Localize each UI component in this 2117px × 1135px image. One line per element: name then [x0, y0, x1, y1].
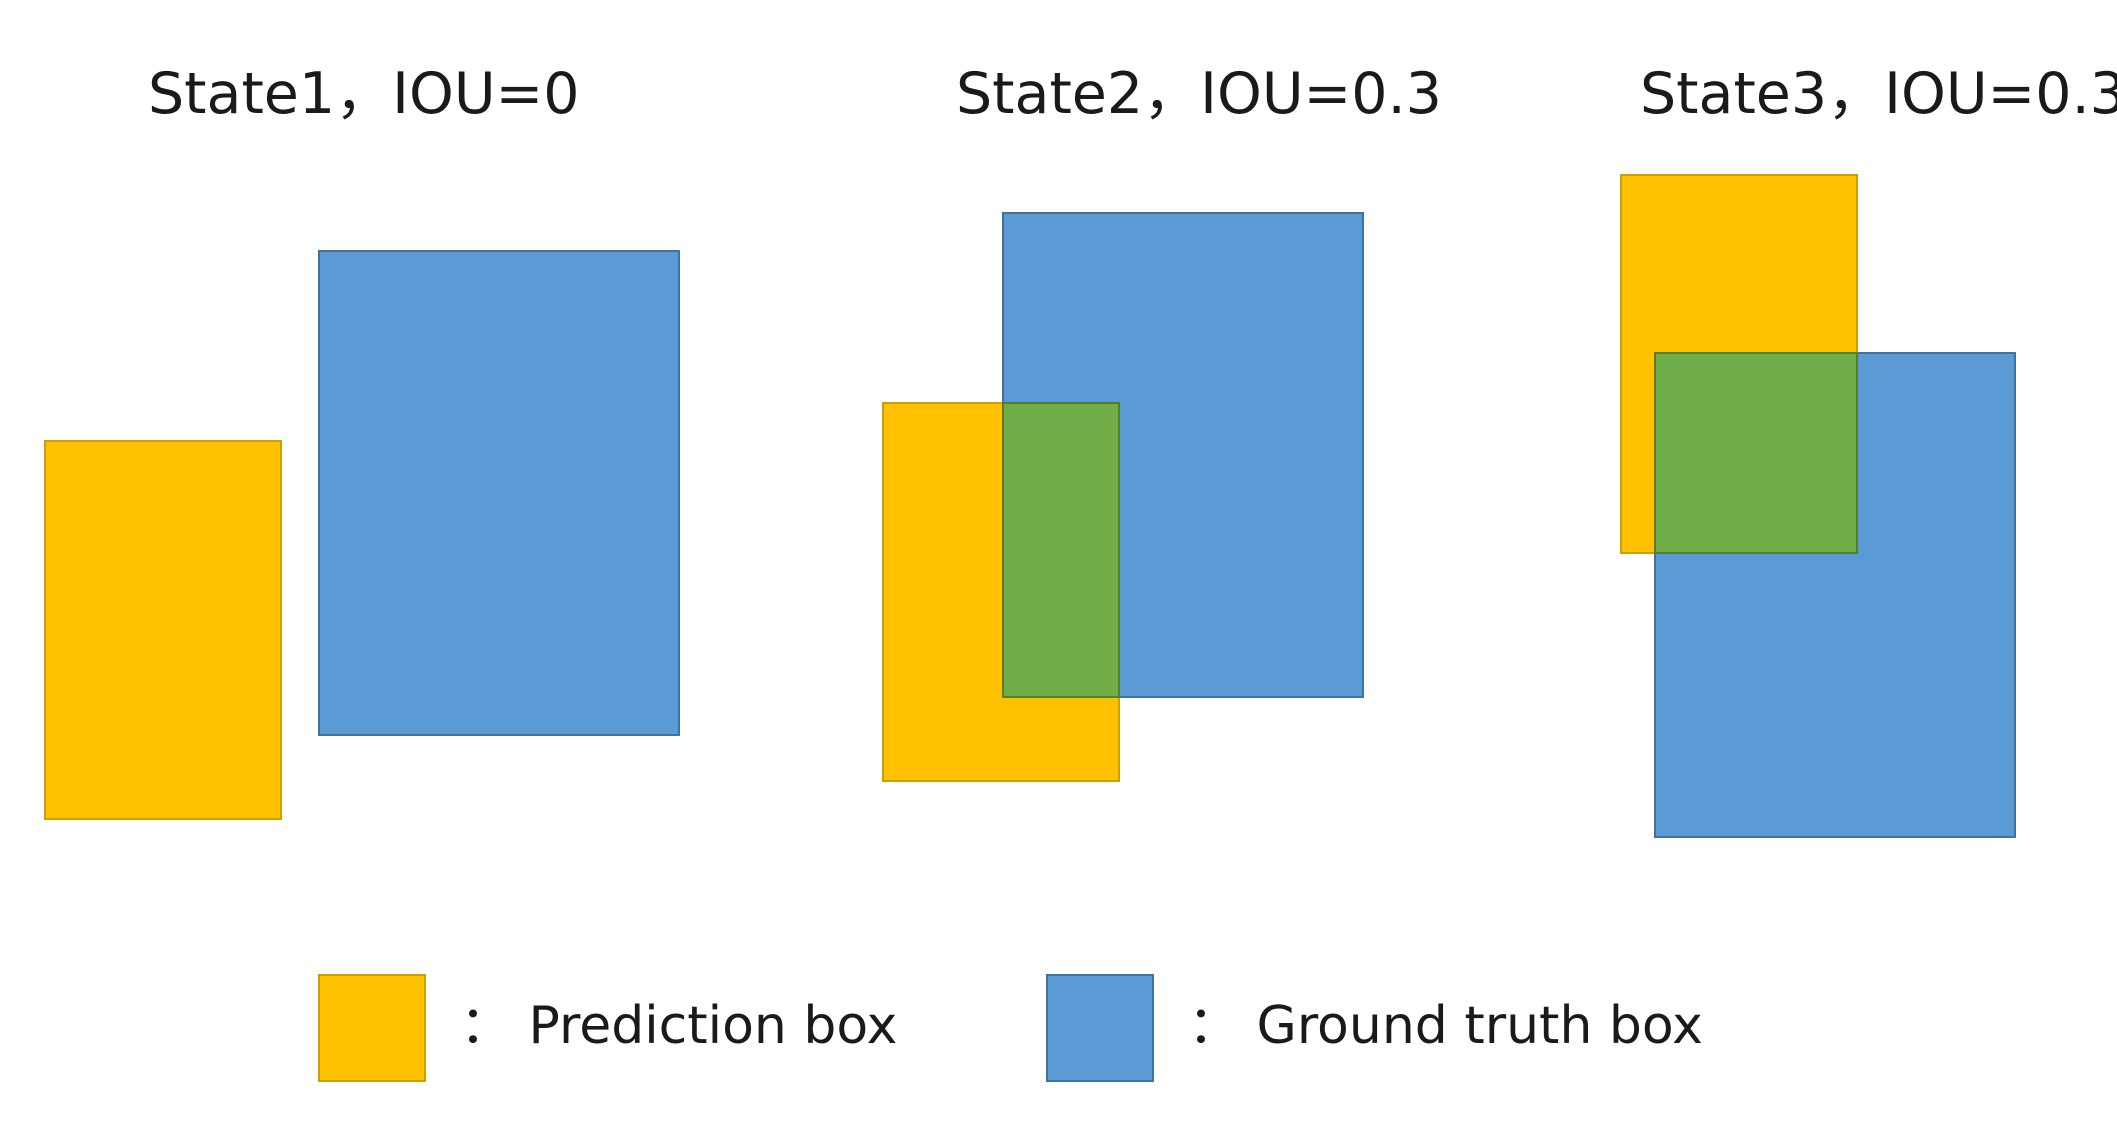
state3-overlap-region	[1654, 352, 1858, 554]
legend-prediction-label: ： Prediction box	[460, 996, 898, 1056]
state1-ground-truth-box	[318, 250, 680, 736]
state1-title: State1，IOU=0	[148, 61, 580, 127]
legend-ground-truth-swatch	[1046, 974, 1154, 1082]
legend-prediction-swatch	[318, 974, 426, 1082]
state1-prediction-box	[44, 440, 282, 820]
state2-title: State2，IOU=0.3	[956, 61, 1442, 127]
state2-overlap-region	[1002, 402, 1120, 698]
state3-title: State3，IOU=0.3	[1640, 61, 2117, 127]
legend-ground-truth-label: ： Ground truth box	[1188, 996, 1703, 1056]
